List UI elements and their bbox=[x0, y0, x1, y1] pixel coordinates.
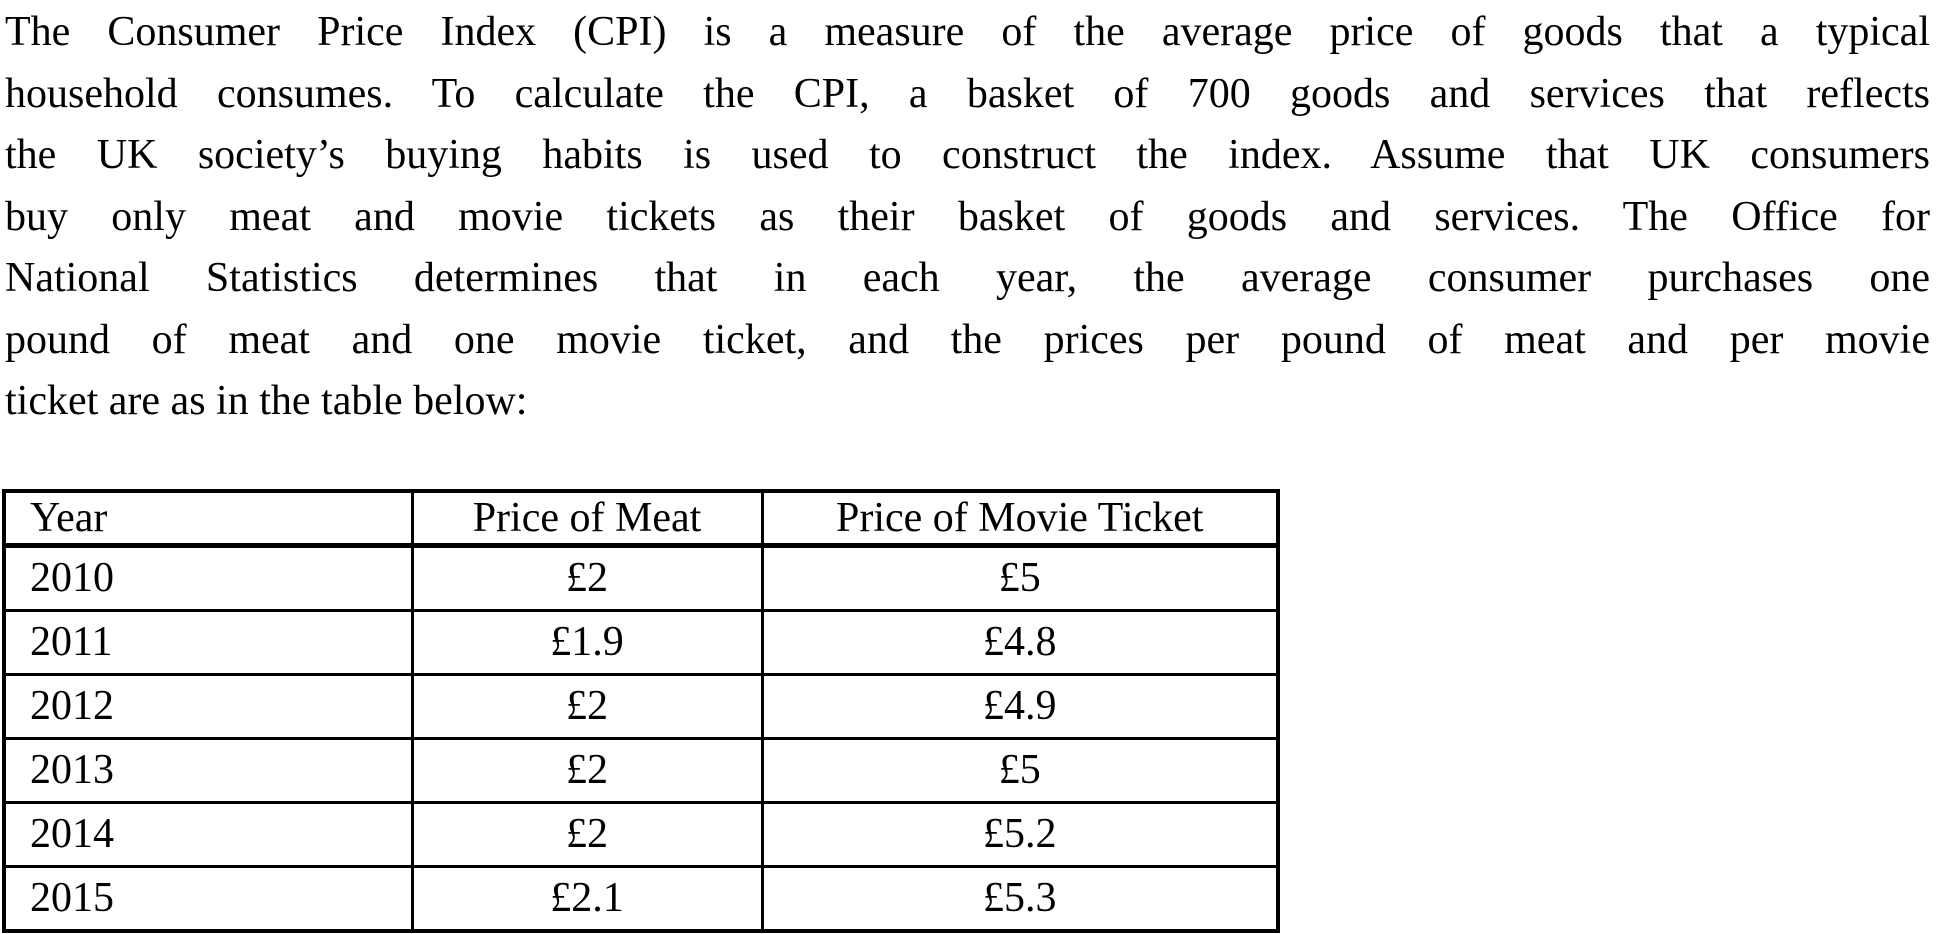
meat-price-cell: £2 bbox=[410, 736, 764, 804]
year-cell: 2013 bbox=[2, 736, 414, 804]
table-row: 2013 £2 £5 bbox=[2, 736, 1280, 804]
paragraph-line: National Statistics determines that in e… bbox=[5, 255, 1930, 301]
year-cell: 2011 bbox=[2, 608, 414, 676]
meat-price-cell: £2 bbox=[410, 800, 764, 868]
ticket-price-cell: £5.2 bbox=[760, 800, 1280, 868]
ticket-price-cell: £5 bbox=[760, 736, 1280, 804]
ticket-price-cell: £4.9 bbox=[760, 672, 1280, 740]
paragraph-line: household consumes. To calculate the CPI… bbox=[5, 70, 1930, 117]
year-cell: 2015 bbox=[2, 864, 414, 932]
paragraph-line: the UK society’s buying habits is used t… bbox=[5, 132, 1930, 178]
table-row: 2011 £1.9 £4.8 bbox=[2, 608, 1280, 676]
table-row: 2015 £2.1 £5.3 bbox=[2, 864, 1280, 932]
meat-price-cell: £2.1 bbox=[410, 864, 764, 932]
ticket-price-cell: £4.8 bbox=[760, 608, 1280, 676]
header-ticket-price: Price of Movie Ticket bbox=[760, 489, 1280, 548]
meat-price-cell: £1.9 bbox=[410, 608, 764, 676]
table-header-row: Year Price of Meat Price of Movie Ticket bbox=[2, 489, 1280, 548]
ticket-price-cell: £5.3 bbox=[760, 864, 1280, 932]
paragraph-line: buy only meat and movie tickets as their… bbox=[5, 193, 1930, 240]
table-row: 2012 £2 £4.9 bbox=[2, 672, 1280, 740]
paragraph-line: pound of meat and one movie ticket, and … bbox=[5, 316, 1930, 363]
paragraph: The Consumer Price Index (CPI) is a meas… bbox=[0, 0, 1946, 433]
paragraph-line: ticket are as in the table below: bbox=[5, 378, 528, 424]
price-table: Year Price of Meat Price of Movie Ticket… bbox=[2, 488, 1280, 933]
meat-price-cell: £2 bbox=[410, 672, 764, 740]
year-cell: 2012 bbox=[2, 672, 414, 740]
year-cell: 2010 bbox=[2, 543, 414, 612]
ticket-price-cell: £5 bbox=[760, 543, 1280, 612]
paragraph-line: The Consumer Price Index (CPI) is a meas… bbox=[5, 9, 1930, 55]
header-year: Year bbox=[2, 489, 414, 548]
meat-price-cell: £2 bbox=[410, 543, 764, 612]
table-body: 2010 £2 £5 2011 £1.9 £4.8 2012 £2 £4.9 2013 £2 £5 20… bbox=[2, 543, 1280, 932]
header-meat-price: Price of Meat bbox=[410, 489, 764, 548]
table-row: 2010 £2 £5 bbox=[2, 543, 1280, 612]
year-cell: 2014 bbox=[2, 800, 414, 868]
table-row: 2014 £2 £5.2 bbox=[2, 800, 1280, 868]
